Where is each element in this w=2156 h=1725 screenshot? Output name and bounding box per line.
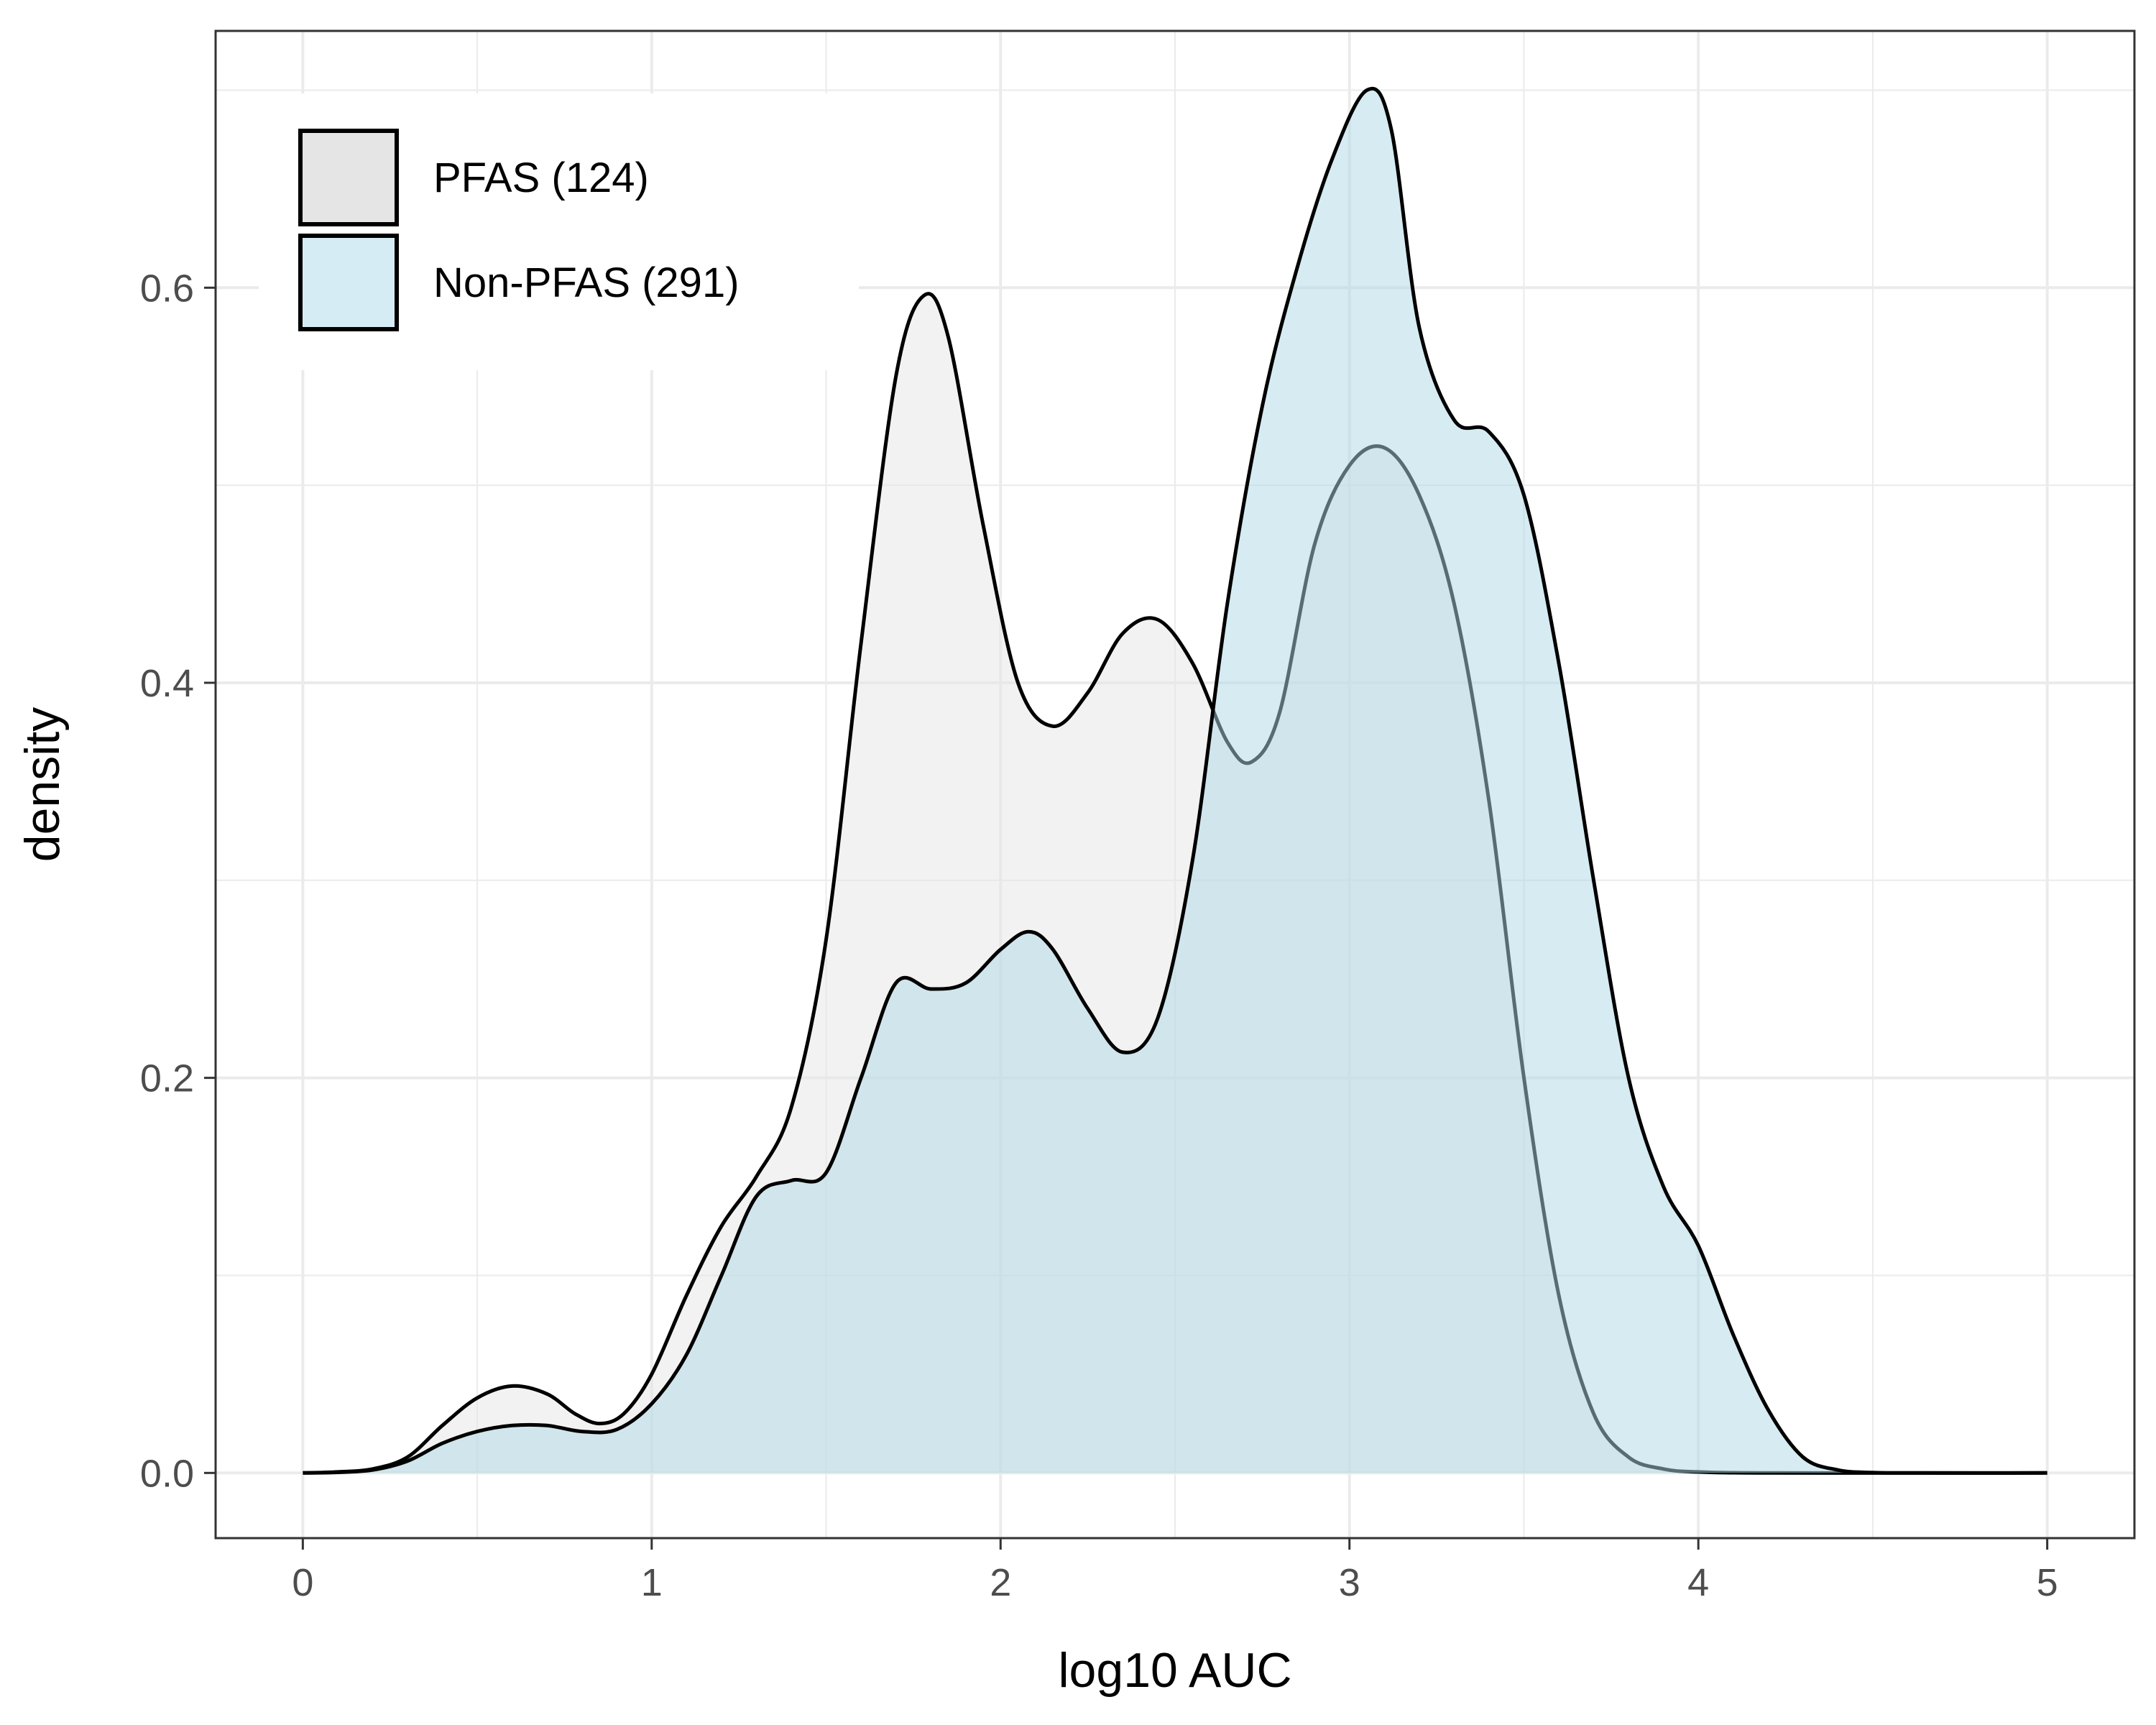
legend-label-non-pfas: Non-PFAS (291) [433,259,740,306]
density-areas [303,86,2047,1475]
legend-key-pfas [298,129,399,226]
y-tick-label: 0.6 [140,267,194,310]
legend: PFAS (124) Non-PFAS (291) [259,93,859,370]
x-tick-label: 4 [1687,1561,1709,1604]
x-tick-label: 2 [990,1561,1011,1604]
grid-lines [216,31,2134,1538]
y-tick-label: 0.2 [140,1057,194,1100]
x-tick-label: 3 [1339,1561,1360,1604]
x-tick-label: 5 [2037,1561,2058,1604]
y-tick-label: 0.4 [140,662,194,705]
panel-border [214,29,2136,1540]
y-tick-label: 0.0 [140,1452,194,1495]
density-area-non-pfas [303,88,2047,1473]
x-tick-label: 0 [292,1561,313,1604]
axis-ticks: 0 1 2 3 4 5 0.0 0.2 0.4 0.6 [140,267,2058,1604]
y-axis-title: density [15,707,70,862]
density-line-non-pfas [303,86,2047,1475]
x-tick-label: 1 [641,1561,663,1604]
density-area-pfas [303,293,2047,1473]
legend-label-pfas: PFAS (124) [433,155,649,201]
legend-key-non-pfas [298,234,399,331]
x-axis-title: log10 AUC [1058,1643,1291,1698]
